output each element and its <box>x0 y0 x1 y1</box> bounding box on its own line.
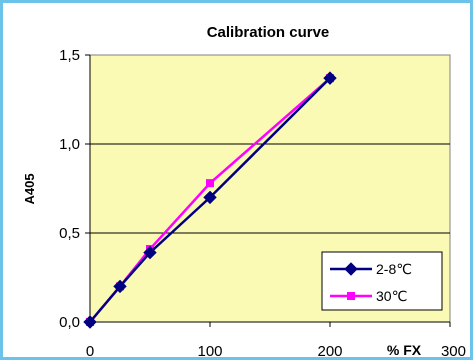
data-point <box>113 279 127 294</box>
y-tick-label: 0,5 <box>59 225 80 242</box>
chart-title: Calibration curve <box>207 24 330 41</box>
data-point <box>143 245 157 260</box>
data-point <box>323 71 337 85</box>
series-layer <box>83 71 337 329</box>
grid-lines <box>90 143 450 234</box>
x-tick-label: 100 <box>197 343 222 360</box>
legend-label: 2-8℃ <box>376 261 412 277</box>
legend-box <box>321 251 443 311</box>
x-tick-label: 200 <box>317 343 342 360</box>
legend-marker <box>347 292 355 300</box>
y-axis-label: A405 <box>22 173 37 204</box>
legend-marker <box>344 262 358 276</box>
x-tick-label: 0 <box>86 343 94 360</box>
legend-label: 30℃ <box>376 288 407 304</box>
data-point <box>203 190 217 205</box>
x-tick-label: 300 <box>441 343 466 360</box>
data-point <box>206 179 214 188</box>
y-tick-label: 0,0 <box>59 314 80 331</box>
y-tick-label: 1,5 <box>59 47 80 64</box>
y-tick-label: 1,0 <box>59 136 80 153</box>
x-axis-label: % FX <box>387 342 422 358</box>
tick-labels: 0,0 0,5 1,0 1,5 0 100 200 300 <box>59 47 466 360</box>
series-1 <box>83 71 337 329</box>
legend: 2-8℃ 30℃ <box>321 251 443 311</box>
legend-item: 2-8℃ <box>330 261 412 277</box>
legend-item: 30℃ <box>330 288 407 304</box>
data-point <box>83 315 97 329</box>
